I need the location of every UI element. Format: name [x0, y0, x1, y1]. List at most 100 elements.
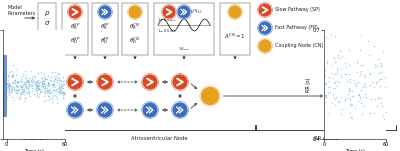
Point: [53, 81, 60, 84]
Point: [330, 87, 336, 89]
Point: [43, 99, 50, 101]
Point: [22, 77, 28, 79]
Circle shape: [258, 21, 272, 35]
Point: [42, 77, 49, 80]
Point: [5, 75, 12, 77]
Point: [376, 78, 383, 80]
Point: [347, 112, 353, 114]
Point: [334, 85, 340, 87]
Point: [348, 115, 354, 118]
Point: [42, 89, 48, 92]
Point: [57, 90, 63, 93]
Point: [378, 101, 384, 104]
Point: [47, 79, 54, 81]
Point: [59, 91, 66, 93]
Point: [380, 115, 386, 117]
Point: [22, 87, 29, 89]
Point: [375, 97, 381, 99]
Point: [42, 92, 48, 94]
Point: [337, 49, 343, 52]
Point: [332, 87, 338, 89]
Point: [24, 88, 31, 90]
Point: [54, 88, 60, 90]
Point: [352, 107, 358, 109]
Point: [33, 84, 39, 87]
Point: [50, 83, 56, 85]
Point: [37, 91, 43, 93]
Bar: [3, 55, 7, 117]
Text: $\sigma$: $\sigma$: [44, 19, 50, 27]
Point: [18, 85, 24, 87]
Text: Fast Pathway (FP): Fast Pathway (FP): [275, 26, 318, 31]
Point: [37, 88, 44, 91]
Point: [57, 85, 63, 87]
Point: [45, 81, 51, 84]
Text: $1-0.5s_{rep}$: $1-0.5s_{rep}$: [157, 27, 177, 34]
Point: [355, 92, 362, 95]
Point: [23, 81, 30, 83]
Point: [14, 86, 20, 88]
Point: [349, 104, 355, 106]
Point: [36, 82, 42, 84]
Point: [339, 108, 345, 110]
Point: [21, 90, 28, 92]
Point: [41, 95, 48, 98]
Point: [372, 98, 378, 100]
Point: [378, 64, 384, 67]
Point: [59, 84, 66, 87]
Point: [321, 50, 328, 52]
Point: [21, 89, 27, 92]
Point: [16, 87, 22, 90]
Point: [322, 75, 328, 77]
Point: [48, 97, 54, 99]
Point: [38, 82, 45, 84]
Point: [9, 96, 16, 99]
Point: [18, 78, 24, 81]
Point: [36, 85, 42, 87]
Point: [346, 87, 352, 90]
Point: [40, 75, 47, 77]
Point: [365, 39, 372, 42]
Point: [352, 82, 358, 84]
Point: [368, 97, 374, 100]
Point: [22, 96, 29, 99]
Point: [25, 80, 31, 82]
Point: [17, 97, 23, 99]
Point: [34, 94, 40, 96]
Point: [14, 85, 20, 88]
Point: [326, 80, 332, 82]
Point: [13, 88, 19, 91]
Point: [372, 81, 379, 83]
Point: [362, 76, 368, 78]
Circle shape: [200, 86, 220, 106]
Point: [34, 86, 41, 89]
Point: [8, 76, 15, 78]
Point: [36, 88, 42, 90]
Point: [322, 82, 328, 84]
Point: [366, 54, 372, 57]
Point: [48, 98, 55, 100]
Point: [26, 94, 33, 97]
Point: [24, 79, 31, 82]
Point: [5, 85, 11, 87]
Point: [36, 93, 42, 95]
Point: [10, 86, 17, 88]
Point: [51, 75, 57, 77]
Point: [9, 74, 15, 76]
Text: Slow Pathway (SP): Slow Pathway (SP): [275, 8, 320, 13]
Point: [22, 91, 29, 93]
Point: [34, 81, 40, 83]
Point: [6, 83, 12, 86]
Point: [20, 83, 27, 85]
Point: [42, 78, 48, 80]
Point: [12, 79, 18, 82]
Point: [326, 112, 332, 115]
Point: [339, 54, 346, 57]
Circle shape: [67, 102, 83, 118]
Point: [27, 84, 33, 87]
Point: [346, 89, 352, 91]
Point: [353, 60, 360, 63]
Point: [56, 93, 62, 96]
Text: $\gamma$: $\gamma$: [44, 29, 50, 37]
Point: [50, 95, 56, 97]
